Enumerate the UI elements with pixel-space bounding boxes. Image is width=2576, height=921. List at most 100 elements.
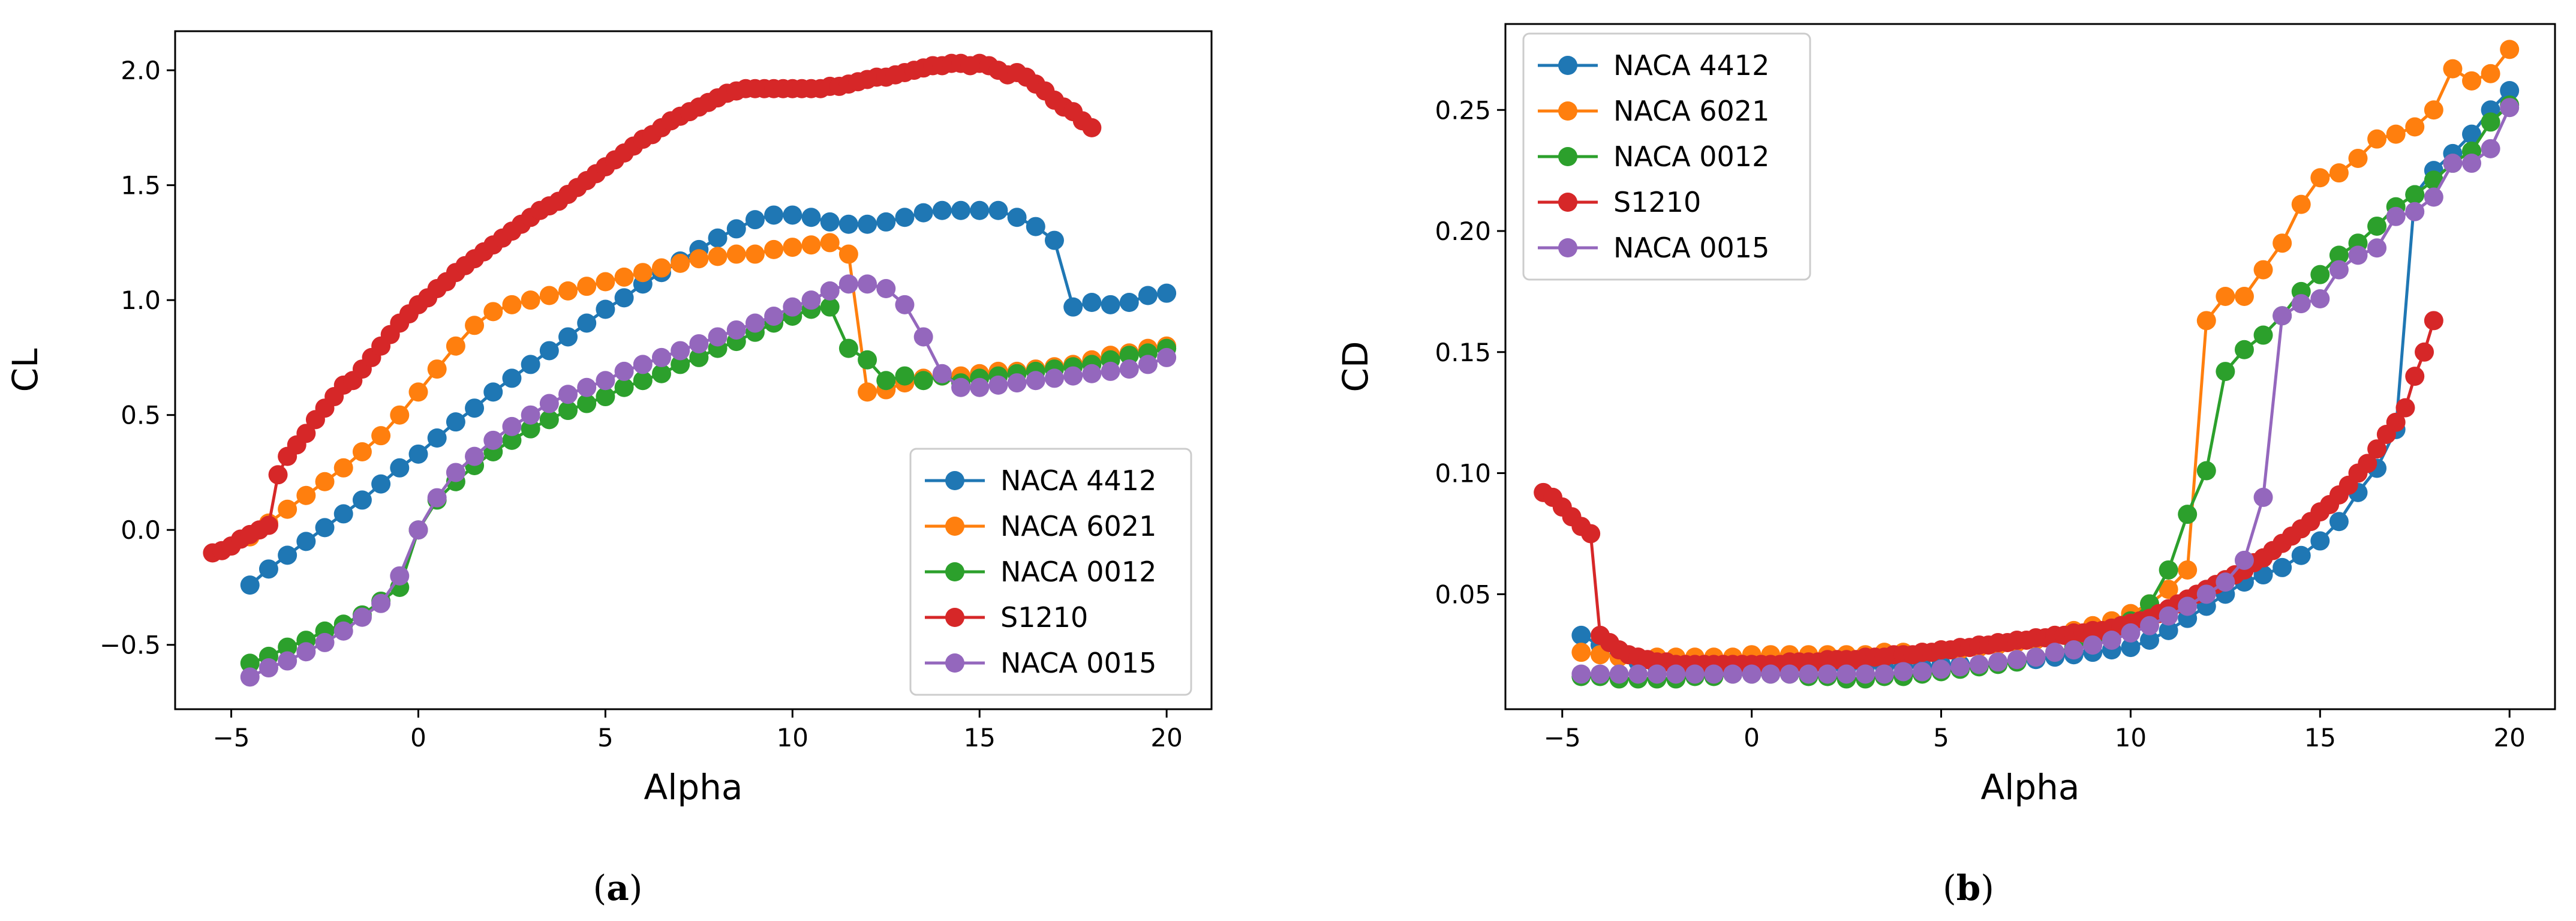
data-point — [558, 327, 578, 347]
data-point — [315, 472, 335, 491]
legend-marker — [1558, 101, 1577, 121]
data-point — [2415, 342, 2434, 362]
data-point — [1742, 664, 1762, 684]
legend-marker — [945, 471, 964, 490]
data-point — [745, 210, 765, 230]
data-point — [2234, 340, 2254, 359]
legend-box — [1522, 32, 1811, 281]
legend-marker — [945, 608, 964, 627]
data-point — [838, 244, 858, 264]
data-point — [764, 306, 784, 326]
data-point — [558, 385, 578, 404]
x-tick-label: 20 — [2493, 723, 2525, 752]
data-point — [671, 253, 690, 273]
data-point — [689, 347, 709, 367]
y-tick-label: 0.0 — [121, 515, 161, 545]
data-point — [2083, 635, 2103, 655]
data-point — [689, 249, 709, 269]
data-point — [895, 295, 915, 314]
data-point — [258, 658, 278, 678]
x-tick-label: 10 — [2115, 723, 2147, 752]
data-point — [2253, 325, 2273, 345]
data-point — [2481, 112, 2500, 132]
y-tick-label: 0.5 — [121, 401, 161, 430]
data-point — [333, 504, 353, 524]
data-point — [1082, 364, 1102, 383]
data-point — [2405, 202, 2425, 221]
legend-marker — [945, 517, 964, 536]
caption-b: (b) — [1943, 868, 1994, 908]
data-point — [2367, 129, 2387, 149]
data-point — [465, 316, 485, 335]
data-point — [2064, 640, 2084, 660]
data-point — [558, 281, 578, 301]
data-point — [951, 377, 971, 397]
data-point — [2424, 100, 2443, 120]
data-point — [801, 290, 821, 310]
legend-marker — [1558, 56, 1577, 75]
data-point — [1026, 217, 1045, 236]
data-point — [539, 410, 559, 430]
data-point — [858, 382, 877, 402]
data-point — [2140, 616, 2160, 635]
data-point — [446, 336, 465, 356]
data-point — [427, 428, 447, 448]
data-point — [2121, 623, 2141, 643]
data-point — [2159, 620, 2178, 640]
data-point — [2007, 650, 2027, 670]
data-point — [465, 446, 485, 466]
data-point — [296, 532, 316, 551]
data-point — [390, 566, 410, 586]
legend-marker — [1558, 238, 1577, 257]
data-point — [1931, 659, 1951, 679]
legend: NACA 4412 NACA 6021 NACA 0012 S1210 NACA 001… — [909, 448, 1192, 696]
data-point — [2216, 362, 2235, 382]
legend-label: NACA 4412 — [1000, 464, 1156, 497]
data-point — [895, 366, 915, 386]
data-point — [465, 398, 485, 418]
data-point — [820, 212, 840, 232]
data-point — [1666, 664, 1686, 684]
data-point — [2500, 40, 2520, 59]
data-point — [2140, 630, 2160, 650]
data-point — [333, 458, 353, 478]
data-point — [278, 499, 297, 519]
data-point — [1138, 355, 1158, 374]
data-point — [2367, 439, 2387, 459]
data-point — [913, 371, 933, 391]
data-point — [951, 200, 971, 220]
legend-label: NACA 0012 — [1000, 556, 1156, 588]
data-point — [745, 244, 765, 264]
legend-marker — [1558, 147, 1577, 166]
data-point — [895, 208, 915, 227]
data-point — [1007, 208, 1027, 227]
data-point — [2424, 170, 2443, 190]
data-point — [1912, 662, 1932, 682]
data-point — [2405, 185, 2425, 205]
data-point — [390, 405, 410, 425]
data-point — [2196, 584, 2216, 604]
data-point — [577, 377, 597, 397]
data-point — [1157, 283, 1177, 303]
data-point — [577, 313, 597, 333]
data-point — [913, 327, 933, 347]
x-tick-label: −5 — [1544, 723, 1581, 752]
data-point — [2462, 124, 2482, 144]
data-point — [2481, 64, 2500, 83]
series-naca-4412 — [240, 200, 1177, 595]
data-point — [689, 334, 709, 353]
data-point — [427, 488, 447, 508]
data-point — [1609, 664, 1629, 684]
data-point — [1082, 293, 1102, 312]
data-point — [483, 382, 503, 402]
data-point — [1818, 664, 1838, 684]
data-point — [708, 327, 728, 347]
data-point — [296, 642, 316, 662]
data-point — [2424, 187, 2443, 207]
y-tick-label: 0.15 — [1435, 338, 1491, 367]
data-point — [913, 203, 933, 223]
data-point — [2367, 216, 2387, 236]
data-point — [838, 274, 858, 294]
data-point — [2386, 412, 2406, 432]
data-point — [1063, 297, 1083, 317]
